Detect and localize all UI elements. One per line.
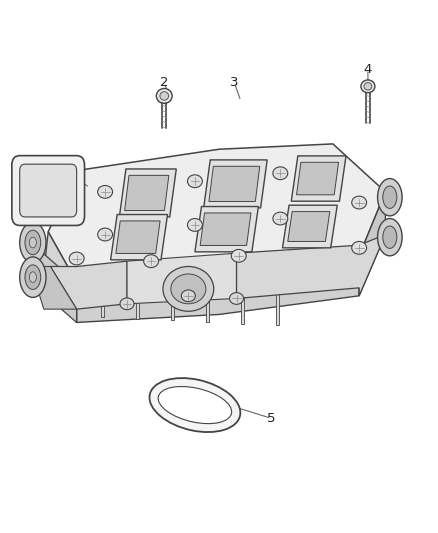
- FancyBboxPatch shape: [12, 156, 85, 225]
- Ellipse shape: [181, 290, 195, 302]
- Ellipse shape: [187, 175, 202, 188]
- Polygon shape: [359, 192, 385, 296]
- Polygon shape: [119, 169, 176, 217]
- Ellipse shape: [20, 222, 46, 263]
- Ellipse shape: [156, 88, 172, 103]
- Ellipse shape: [160, 92, 169, 100]
- Ellipse shape: [352, 241, 367, 254]
- Ellipse shape: [273, 212, 288, 225]
- Ellipse shape: [231, 249, 246, 262]
- Polygon shape: [48, 144, 385, 282]
- Polygon shape: [297, 162, 339, 195]
- Polygon shape: [31, 243, 77, 322]
- Text: 1: 1: [72, 172, 81, 185]
- Polygon shape: [288, 212, 330, 241]
- Polygon shape: [283, 205, 337, 248]
- Ellipse shape: [98, 228, 113, 241]
- Ellipse shape: [378, 219, 402, 256]
- Polygon shape: [125, 175, 169, 211]
- Ellipse shape: [25, 230, 41, 255]
- Polygon shape: [77, 256, 359, 322]
- Ellipse shape: [29, 272, 36, 282]
- Ellipse shape: [149, 378, 240, 432]
- Polygon shape: [50, 261, 127, 309]
- Ellipse shape: [187, 219, 202, 231]
- Polygon shape: [101, 272, 104, 317]
- Polygon shape: [291, 156, 346, 201]
- Polygon shape: [209, 166, 260, 201]
- Ellipse shape: [230, 293, 244, 304]
- Text: 3: 3: [230, 76, 239, 89]
- Polygon shape: [276, 280, 279, 325]
- Polygon shape: [116, 221, 160, 253]
- Ellipse shape: [383, 226, 397, 248]
- Text: 4: 4: [364, 63, 372, 76]
- Polygon shape: [110, 214, 167, 260]
- Ellipse shape: [69, 207, 84, 220]
- Polygon shape: [31, 266, 77, 309]
- Ellipse shape: [120, 298, 134, 310]
- Text: 2: 2: [160, 76, 169, 89]
- Ellipse shape: [273, 167, 288, 180]
- Ellipse shape: [29, 237, 36, 248]
- Ellipse shape: [98, 185, 113, 198]
- Polygon shape: [206, 277, 209, 322]
- Polygon shape: [136, 273, 139, 319]
- Ellipse shape: [383, 186, 397, 208]
- Ellipse shape: [144, 255, 159, 268]
- Polygon shape: [237, 235, 385, 298]
- Text: 5: 5: [267, 412, 276, 425]
- Polygon shape: [200, 213, 251, 245]
- Ellipse shape: [352, 196, 367, 209]
- Ellipse shape: [20, 257, 46, 297]
- Polygon shape: [44, 232, 77, 322]
- Ellipse shape: [158, 386, 232, 424]
- FancyBboxPatch shape: [20, 164, 77, 217]
- Ellipse shape: [171, 274, 206, 304]
- Ellipse shape: [361, 80, 375, 93]
- Polygon shape: [127, 253, 237, 304]
- Polygon shape: [171, 275, 174, 320]
- Polygon shape: [195, 207, 258, 252]
- Polygon shape: [204, 160, 267, 208]
- Ellipse shape: [163, 266, 214, 311]
- Ellipse shape: [364, 83, 372, 90]
- Ellipse shape: [378, 179, 402, 216]
- Ellipse shape: [69, 252, 84, 265]
- Polygon shape: [241, 278, 244, 324]
- Ellipse shape: [25, 265, 41, 289]
